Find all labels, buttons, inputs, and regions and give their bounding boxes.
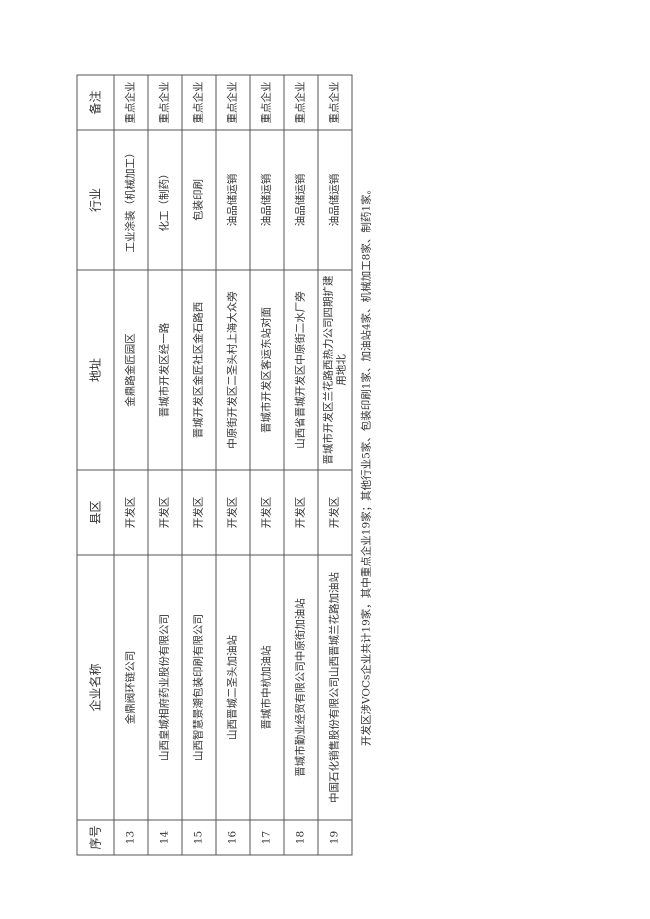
cell-company: 山西皇城相府药业股份有限公司 (148, 555, 182, 820)
cell-county: 开发区 (284, 470, 318, 555)
cell-company: 山西智慧景潮包装印刷有限公司 (182, 555, 216, 820)
cell-index: 18 (284, 820, 318, 855)
table-row: 19 中国石化销售股份有限公司山西晋城兰花路加油站 开发区 晋城市开发区兰花路西热力公… (318, 75, 352, 855)
cell-remark: 重点企业 (114, 75, 148, 130)
cell-industry: 化工（制药） (148, 130, 182, 270)
cell-company: 晋城市勤业经贸有限公司中原街加油站 (284, 555, 318, 820)
enterprise-table: 序号 企业名称 县区 地址 行业 备注 13 金鼎阀环链公司 开发区 金鼎路金匠园区工… (77, 75, 381, 856)
cell-remark: 重点企业 (284, 75, 318, 130)
table-row: 14 山西皇城相府药业股份有限公司 开发区 晋城市开发区经一路 化工（制药） 重点企业 (148, 75, 182, 855)
cell-industry: 工业涂装（机械加工） (114, 130, 148, 270)
cell-industry: 油品储运销 (318, 130, 352, 270)
cell-industry: 油品储运销 (216, 130, 250, 270)
cell-county: 开发区 (182, 470, 216, 555)
rotated-table-container: 序号 企业名称 县区 地址 行业 备注 13 金鼎阀环链公司 开发区 金鼎路金匠园区工… (77, 75, 381, 856)
cell-industry: 包装印刷 (182, 130, 216, 270)
cell-remark: 重点企业 (182, 75, 216, 130)
cell-index: 14 (148, 820, 182, 855)
cell-company: 金鼎阀环链公司 (114, 555, 148, 820)
cell-county: 开发区 (318, 470, 352, 555)
cell-county: 开发区 (114, 470, 148, 555)
cell-address: 晋城市开发区兰花路西热力公司四期扩建用地北 (318, 270, 352, 470)
table-row: 17 晋城市中杭加油站 开发区 晋城市开发区客运东站对面 油品储运销 重点企业 (250, 75, 284, 855)
cell-county: 开发区 (216, 470, 250, 555)
summary-note: 开发区涉VOCs企业共计19家，其中重点企业19家；其他行业5家、包装印刷1家、… (352, 75, 381, 855)
cell-address: 中原街开发区二圣头村上海大众旁 (216, 270, 250, 470)
cell-company: 山西晋城二圣头加油站 (216, 555, 250, 820)
cell-remark: 重点企业 (148, 75, 182, 130)
header-row: 序号 企业名称 县区 地址 行业 备注 (77, 75, 114, 855)
cell-address: 晋城市开发区客运东站对面 (250, 270, 284, 470)
cell-industry: 油品储运销 (250, 130, 284, 270)
cell-remark: 重点企业 (250, 75, 284, 130)
cell-index: 16 (216, 820, 250, 855)
cell-company: 晋城市中杭加油站 (250, 555, 284, 820)
cell-address: 晋城开发区金匠社区金石路西 (182, 270, 216, 470)
cell-remark: 重点企业 (318, 75, 352, 130)
cell-address: 山西省晋城开发区中原街二水厂旁 (284, 270, 318, 470)
header-remark: 备注 (77, 75, 114, 130)
table-row: 13 金鼎阀环链公司 开发区 金鼎路金匠园区 工业涂装（机械加工） 重点企业 (114, 75, 148, 855)
header-industry: 行业 (77, 130, 114, 270)
cell-index: 19 (318, 820, 352, 855)
header-company: 企业名称 (77, 555, 114, 820)
header-address: 地址 (77, 270, 114, 470)
cell-industry: 油品储运销 (284, 130, 318, 270)
header-index: 序号 (77, 820, 114, 855)
table-row: 18 晋城市勤业经贸有限公司中原街加油站 开发区 山西省晋城开发区中原街二水厂旁 油品储… (284, 75, 318, 855)
table-row: 15 山西智慧景潮包装印刷有限公司 开发区 晋城开发区金匠社区金石路西 包装印刷 重点企业 (182, 75, 216, 855)
cell-address: 晋城市开发区经一路 (148, 270, 182, 470)
cell-index: 17 (250, 820, 284, 855)
cell-index: 15 (182, 820, 216, 855)
cell-index: 13 (114, 820, 148, 855)
footer-row: 开发区涉VOCs企业共计19家，其中重点企业19家；其他行业5家、包装印刷1家、… (352, 75, 381, 855)
table-row: 16 山西晋城二圣头加油站 开发区 中原街开发区二圣头村上海大众旁 油品储运销 重点企业 (216, 75, 250, 855)
cell-county: 开发区 (148, 470, 182, 555)
cell-company: 中国石化销售股份有限公司山西晋城兰花路加油站 (318, 555, 352, 820)
cell-address: 金鼎路金匠园区 (114, 270, 148, 470)
header-county: 县区 (77, 470, 114, 555)
cell-county: 开发区 (250, 470, 284, 555)
cell-remark: 重点企业 (216, 75, 250, 130)
